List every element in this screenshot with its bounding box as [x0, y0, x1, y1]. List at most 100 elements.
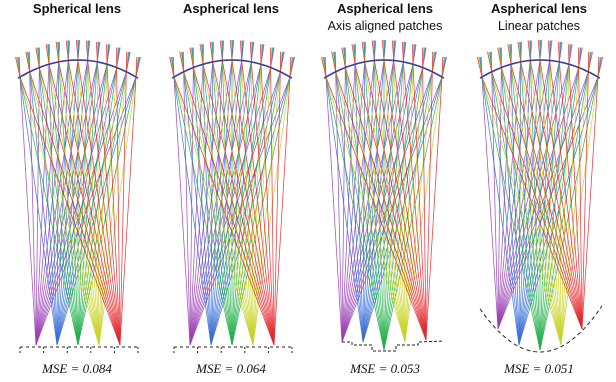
ray	[373, 60, 406, 343]
ray	[481, 76, 499, 329]
ray	[252, 64, 262, 346]
ray-bundle-group	[169, 39, 295, 346]
ray	[189, 67, 272, 346]
ray	[578, 67, 583, 329]
ray	[119, 76, 137, 346]
ray	[425, 76, 443, 341]
ray	[404, 67, 424, 343]
incoming-ray	[568, 44, 570, 65]
ray	[481, 76, 562, 345]
ray	[497, 60, 551, 329]
incoming-ray	[547, 40, 551, 61]
incoming-ray	[219, 40, 223, 61]
ray	[520, 61, 562, 345]
incoming-ray	[95, 41, 98, 62]
panel-title: Aspherical lens	[336, 1, 434, 16]
ray-diagram	[476, 39, 604, 353]
ray	[325, 76, 364, 343]
ray	[383, 61, 404, 351]
ray	[189, 60, 243, 346]
incoming-ray	[497, 47, 502, 68]
ray	[491, 71, 583, 329]
ray	[189, 60, 223, 346]
mse-label: MSE = 0.084	[42, 361, 112, 376]
ray	[539, 64, 570, 351]
ray	[497, 60, 531, 329]
incoming-ray	[476, 56, 483, 78]
ray	[383, 59, 406, 343]
sensor-plane	[173, 346, 293, 353]
ray	[35, 67, 118, 346]
ray	[106, 64, 121, 346]
ray	[539, 60, 551, 351]
ray	[518, 60, 551, 345]
ray	[344, 67, 406, 343]
ray	[558, 61, 562, 345]
ray	[491, 71, 562, 345]
incoming-ray	[401, 41, 404, 62]
ray	[549, 60, 562, 345]
ray	[35, 60, 89, 346]
ray	[560, 76, 599, 345]
incoming-ray	[412, 44, 414, 65]
ray	[354, 64, 364, 343]
ray	[425, 71, 433, 341]
ray	[48, 64, 100, 346]
ray	[183, 71, 191, 346]
ray	[481, 76, 541, 351]
lens-surface	[17, 59, 139, 79]
ray	[518, 59, 541, 345]
ray	[518, 71, 589, 345]
panel-title: Aspherical lens	[182, 1, 280, 16]
ray-bundle-group	[321, 39, 447, 351]
incoming-ray	[321, 56, 327, 78]
ray	[183, 71, 254, 346]
ray	[173, 76, 254, 346]
ray	[325, 76, 385, 351]
incoming-ray	[209, 41, 214, 62]
ray	[77, 67, 118, 346]
ray	[29, 71, 100, 346]
lens-surface	[479, 59, 601, 79]
ray	[558, 61, 583, 329]
incoming-ray	[351, 44, 356, 65]
ray	[48, 64, 121, 346]
ray	[354, 64, 427, 341]
ray	[241, 60, 254, 346]
panel-subtitle: Axis aligned patches	[327, 19, 443, 33]
sensor-plane	[19, 346, 139, 353]
ray	[56, 60, 89, 346]
ray	[539, 61, 560, 351]
panel-linear: Aspherical lens Linear patches MSE = 0.0…	[462, 0, 616, 382]
ray	[491, 71, 520, 345]
ray	[581, 71, 589, 329]
ray	[210, 71, 281, 346]
incoming-ray	[15, 56, 21, 78]
ray	[19, 76, 58, 346]
incoming-ray	[517, 41, 522, 62]
incoming-ray	[106, 44, 108, 65]
ray	[383, 64, 414, 351]
ray	[19, 76, 79, 346]
ray	[38, 67, 100, 346]
ray	[221, 60, 275, 346]
ray-bundle-group	[476, 39, 604, 351]
ray	[497, 67, 580, 329]
ray	[210, 59, 233, 346]
lens-surface	[323, 59, 445, 79]
ray	[373, 60, 427, 341]
ray	[35, 64, 50, 346]
ray	[189, 61, 252, 346]
ray	[539, 67, 580, 351]
ray	[241, 60, 275, 346]
ray	[77, 59, 100, 346]
ray	[38, 67, 121, 346]
sensor-line	[342, 340, 445, 352]
ray	[19, 76, 37, 346]
ray	[412, 64, 427, 341]
ray	[231, 64, 262, 346]
ray	[383, 67, 424, 351]
ray	[202, 64, 275, 346]
ray	[518, 64, 570, 345]
ray	[518, 61, 560, 345]
